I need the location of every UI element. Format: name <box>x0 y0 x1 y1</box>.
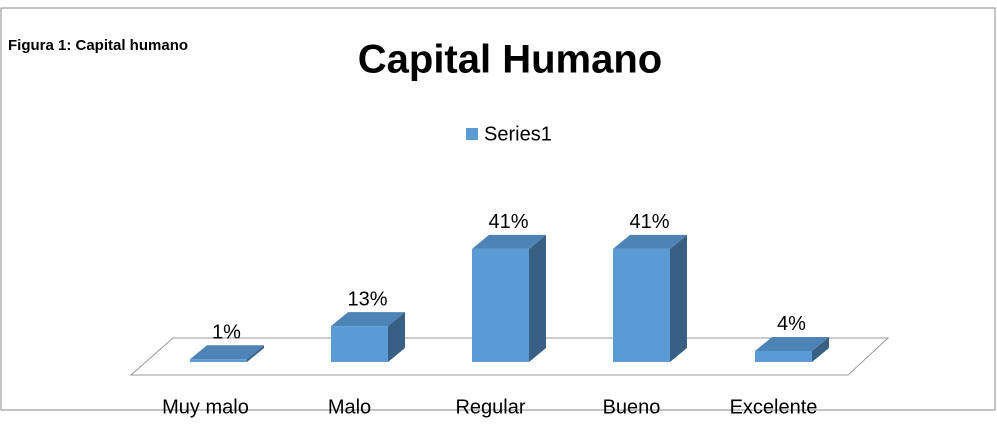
data-label: 41% <box>629 211 669 233</box>
x-tick-label: Bueno <box>603 396 661 418</box>
bar-face <box>755 350 812 362</box>
bar <box>613 234 687 362</box>
figure-label: Figura 1: Capital humano <box>8 37 188 54</box>
bar-face <box>812 336 829 362</box>
chart-title: Capital Humano <box>358 38 662 82</box>
bar <box>190 345 264 362</box>
legend-label: Series1 <box>484 123 552 145</box>
data-label: 4% <box>777 313 806 335</box>
legend-swatch <box>466 128 478 140</box>
x-tick-label: Excelente <box>730 396 818 418</box>
bar-face <box>529 234 546 362</box>
bar-face <box>613 234 687 249</box>
data-label: 13% <box>347 288 387 310</box>
data-label: 41% <box>488 211 528 233</box>
bar <box>331 312 405 362</box>
data-label: 1% <box>212 322 241 344</box>
bar-face <box>190 359 247 362</box>
bar-face <box>613 248 670 362</box>
bar-face <box>670 234 687 362</box>
bar-face <box>755 336 829 351</box>
x-tick-label: Malo <box>328 396 371 418</box>
bar <box>472 234 546 362</box>
bar-face <box>472 234 546 249</box>
x-tick-label: Regular <box>455 396 525 418</box>
bar-face <box>247 345 264 362</box>
bar-face <box>472 248 529 362</box>
bar-face <box>331 312 405 327</box>
bar-face <box>190 345 264 360</box>
x-tick-label: Muy malo <box>162 396 249 418</box>
bar-face <box>331 326 388 362</box>
bar <box>755 336 829 362</box>
bar-face <box>388 312 405 362</box>
